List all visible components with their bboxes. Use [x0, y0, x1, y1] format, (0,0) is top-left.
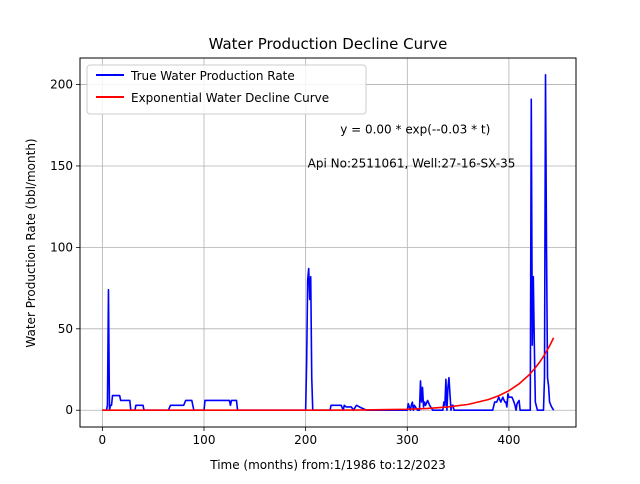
legend-label-exponential-curve: Exponential Water Decline Curve	[131, 91, 329, 105]
y-tick-label: 150	[50, 159, 73, 173]
x-tick-label: 400	[497, 433, 520, 447]
y-tick-label: 100	[50, 240, 73, 254]
chart-annotation: Api No:2511061, Well:27-16-SX-35	[308, 157, 516, 171]
legend-box	[86, 64, 367, 115]
chart-annotation: y = 0.00 * exp(--0.03 * t)	[340, 122, 490, 136]
data-layer	[102, 73, 555, 412]
legend-label-true-rate: True Water Production Rate	[130, 69, 295, 83]
y-tick-label: 0	[65, 403, 73, 417]
legend: True Water Production Rate Exponential W…	[86, 64, 367, 115]
x-axis-label: Time (months) from:1/1986 to:12/2023	[209, 458, 446, 472]
chart-title: Water Production Decline Curve	[209, 35, 448, 53]
exponential-decline-line	[102, 337, 555, 412]
x-tick-label: 300	[396, 433, 419, 447]
plot-frame	[79, 57, 577, 428]
y-tick-label: 50	[58, 322, 73, 336]
true-water-production-line	[102, 73, 555, 412]
x-tick-label: 0	[99, 433, 107, 447]
y-axis-label: Water Production Rate (bbl/month)	[24, 138, 38, 347]
x-tick-label: 100	[193, 433, 216, 447]
y-tick-label: 200	[50, 78, 73, 92]
annotation-layer: y = 0.00 * exp(--0.03 * t) Api No:2511061…	[308, 122, 516, 170]
ticks-layer: 0 100 200 300 400 0 50 100 150 200	[50, 78, 520, 447]
x-tick-label: 200	[294, 433, 317, 447]
